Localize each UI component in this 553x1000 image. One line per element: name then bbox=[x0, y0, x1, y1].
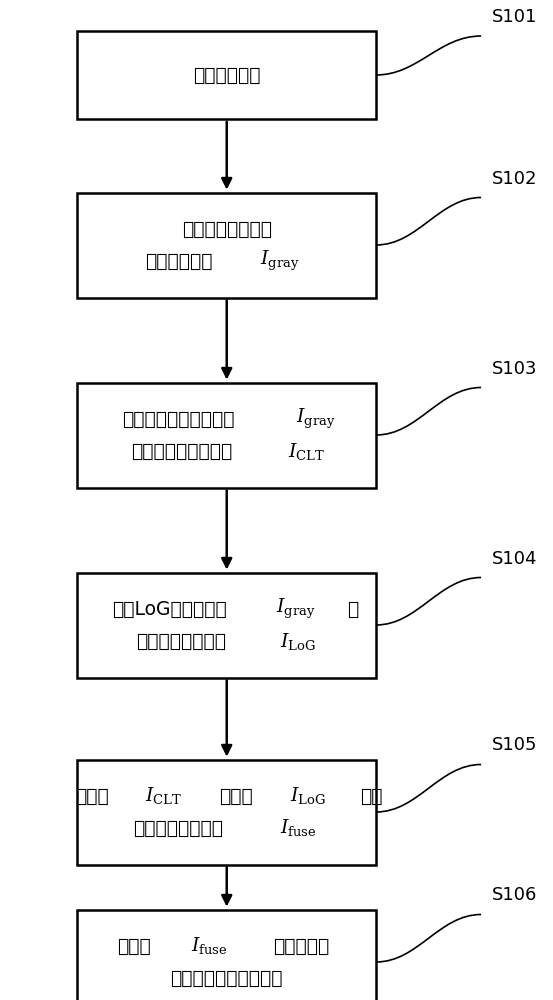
FancyBboxPatch shape bbox=[77, 31, 376, 119]
Text: $I_{\mathrm{LoG}}$: $I_{\mathrm{LoG}}$ bbox=[280, 631, 316, 652]
Text: $I_{\mathrm{fuse}}$: $I_{\mathrm{fuse}}$ bbox=[191, 936, 227, 956]
Text: S103: S103 bbox=[492, 360, 537, 378]
Text: 理，得到图像: 理，得到图像 bbox=[145, 251, 212, 270]
Text: $I_{\mathrm{gray}}$: $I_{\mathrm{gray}}$ bbox=[296, 407, 336, 431]
Text: $I_{\mathrm{CLT}}$: $I_{\mathrm{CLT}}$ bbox=[288, 441, 325, 462]
Text: $I_{\mathrm{LoG}}$: $I_{\mathrm{LoG}}$ bbox=[290, 786, 326, 806]
Text: 进行细胞分: 进行细胞分 bbox=[274, 936, 330, 956]
Text: 采用LoG算法对图像: 采用LoG算法对图像 bbox=[112, 599, 227, 618]
Text: S105: S105 bbox=[492, 736, 537, 754]
Text: S104: S104 bbox=[492, 550, 537, 568]
Text: 割得到细胞核分割图像: 割得到细胞核分割图像 bbox=[170, 968, 283, 988]
Text: 进行处理，得到图像: 进行处理，得到图像 bbox=[131, 442, 232, 461]
Text: S101: S101 bbox=[492, 8, 537, 26]
Text: $I_{\mathrm{gray}}$: $I_{\mathrm{gray}}$ bbox=[276, 597, 315, 621]
Text: 获取原始图像: 获取原始图像 bbox=[193, 66, 260, 85]
FancyBboxPatch shape bbox=[77, 760, 376, 864]
Text: S102: S102 bbox=[492, 169, 537, 188]
Text: S106: S106 bbox=[492, 886, 537, 904]
FancyBboxPatch shape bbox=[77, 572, 376, 678]
Text: 进: 进 bbox=[347, 599, 358, 618]
FancyBboxPatch shape bbox=[77, 910, 376, 1000]
Text: 进行: 进行 bbox=[359, 786, 382, 806]
Text: 采用局部阈值法对图像: 采用局部阈值法对图像 bbox=[122, 410, 235, 428]
FancyBboxPatch shape bbox=[77, 383, 376, 488]
Text: $I_{\mathrm{gray}}$: $I_{\mathrm{gray}}$ bbox=[260, 249, 300, 273]
Text: 和图像: 和图像 bbox=[219, 786, 253, 806]
Text: $I_{\mathrm{fuse}}$: $I_{\mathrm{fuse}}$ bbox=[280, 818, 316, 838]
Text: 融合运算得到图像: 融合运算得到图像 bbox=[133, 818, 223, 838]
Text: 对图像: 对图像 bbox=[117, 936, 151, 956]
Text: 行处理，得到图像: 行处理，得到图像 bbox=[137, 632, 226, 650]
Text: 对图像: 对图像 bbox=[75, 786, 108, 806]
FancyBboxPatch shape bbox=[77, 192, 376, 298]
Text: 对原始图像进行处: 对原始图像进行处 bbox=[182, 220, 272, 238]
Text: $I_{\mathrm{CLT}}$: $I_{\mathrm{CLT}}$ bbox=[145, 786, 182, 806]
